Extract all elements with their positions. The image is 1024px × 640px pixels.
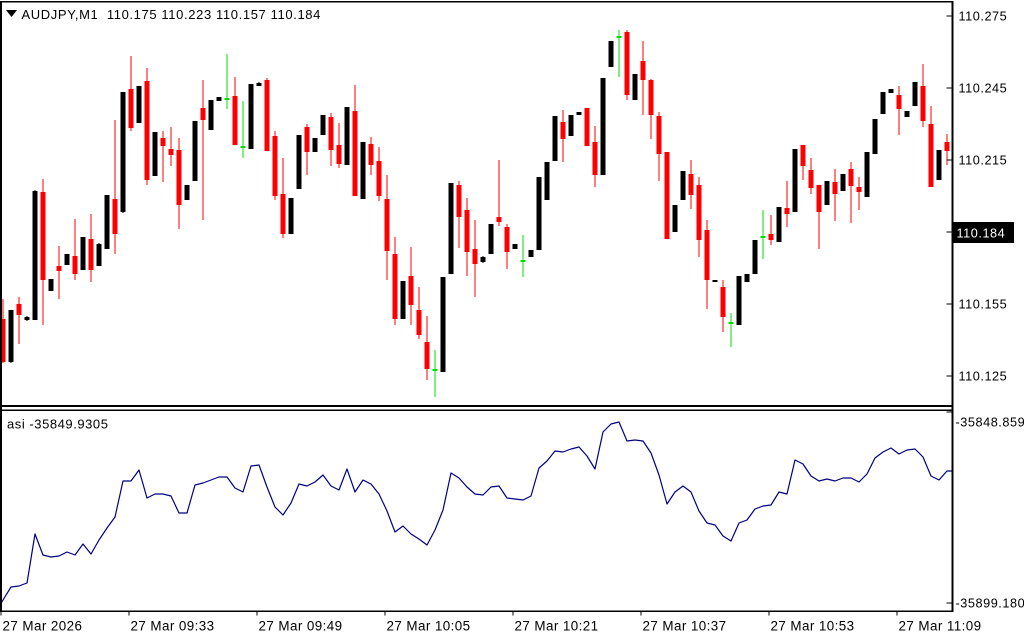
svg-text:27 Mar 10:21: 27 Mar 10:21 <box>515 619 599 634</box>
svg-text:27 Mar 11:09: 27 Mar 11:09 <box>899 619 982 634</box>
svg-text:110.245: 110.245 <box>959 82 1008 96</box>
svg-text:27 Mar 10:53: 27 Mar 10:53 <box>771 619 855 634</box>
svg-text:27 Mar 10:37: 27 Mar 10:37 <box>643 619 727 634</box>
svg-text:27 Mar 09:49: 27 Mar 09:49 <box>259 619 343 634</box>
svg-text:-35899.1805: -35899.1805 <box>956 597 1024 611</box>
svg-text:110.275: 110.275 <box>959 10 1008 24</box>
svg-text:110.215: 110.215 <box>959 154 1008 168</box>
svg-text:27 Mar 10:05: 27 Mar 10:05 <box>387 619 471 634</box>
svg-text:AUDJPY,M1 110.175 110.223 110: AUDJPY,M1 110.175 110.223 110.157 110.18… <box>22 7 322 22</box>
svg-text:-35848.8593: -35848.8593 <box>956 416 1024 430</box>
svg-text:27 Mar 09:33: 27 Mar 09:33 <box>131 619 215 634</box>
svg-text:110.125: 110.125 <box>959 370 1008 384</box>
svg-text:asi -35849.9305: asi -35849.9305 <box>7 417 109 432</box>
svg-text:110.184: 110.184 <box>957 227 1006 241</box>
svg-text:27 Mar 2026: 27 Mar 2026 <box>3 619 83 634</box>
svg-text:110.155: 110.155 <box>959 298 1008 312</box>
